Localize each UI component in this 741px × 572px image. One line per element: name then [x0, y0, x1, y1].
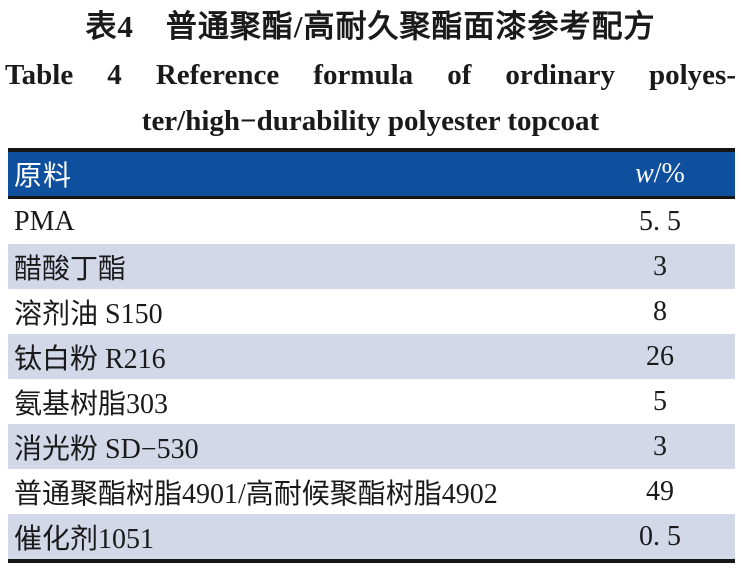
w-symbol: w	[635, 158, 654, 189]
value-cell: 3	[653, 250, 667, 282]
value-cell: 8	[653, 295, 667, 327]
material-cell: 消光粉 SD−530	[14, 433, 199, 465]
value-cell: 26	[646, 340, 674, 372]
table-row: 醋酸丁酯 3	[8, 244, 735, 289]
value-cell: 5	[653, 385, 667, 417]
material-cell: PMA	[14, 205, 75, 237]
value-cell: 3	[653, 430, 667, 462]
material-cell: 普通聚酯树脂4901/高耐候聚酯树脂4902	[14, 478, 498, 510]
table-caption-en-line1: Table 4 Reference formula of ordinary po…	[5, 59, 736, 91]
value-cell: 5. 5	[639, 205, 681, 237]
table-caption-en-line2: ter/high−durability polyester topcoat	[141, 105, 600, 137]
header-cell-material: 原料	[14, 161, 73, 192]
material-cell: 催化剂1051	[14, 523, 155, 555]
value-cell: 49	[646, 475, 674, 507]
table-row: 消光粉 SD−530 3	[8, 424, 735, 469]
percent-unit: /%	[653, 158, 685, 189]
table-row: 溶剂油 S150 8	[8, 289, 735, 334]
value-cell: 0. 5	[639, 520, 681, 552]
material-cell: 醋酸丁酯	[14, 253, 127, 285]
header-cell-value: w/%	[585, 158, 735, 190]
table-header-row: 原料 w/%	[8, 152, 735, 199]
material-cell: 溶剂油 S150	[14, 298, 163, 330]
table-row: 氨基树脂303 5	[8, 379, 735, 424]
material-cell: 氨基树脂303	[14, 388, 169, 420]
material-cell: 钛白粉 R216	[14, 343, 166, 375]
table-caption-zh: 表4 普通聚酯/高耐久聚酯面漆参考配方	[85, 9, 656, 44]
table-row: 催化剂1051 0. 5	[8, 514, 735, 559]
formula-table: 原料 w/% PMA 5. 5 醋酸丁酯 3 溶剂油 S150 8 钛白粉 R2…	[8, 148, 735, 563]
table-row: 钛白粉 R216 26	[8, 334, 735, 379]
table-row: 普通聚酯树脂4901/高耐候聚酯树脂4902 49	[8, 469, 735, 514]
table-row: PMA 5. 5	[8, 199, 735, 244]
